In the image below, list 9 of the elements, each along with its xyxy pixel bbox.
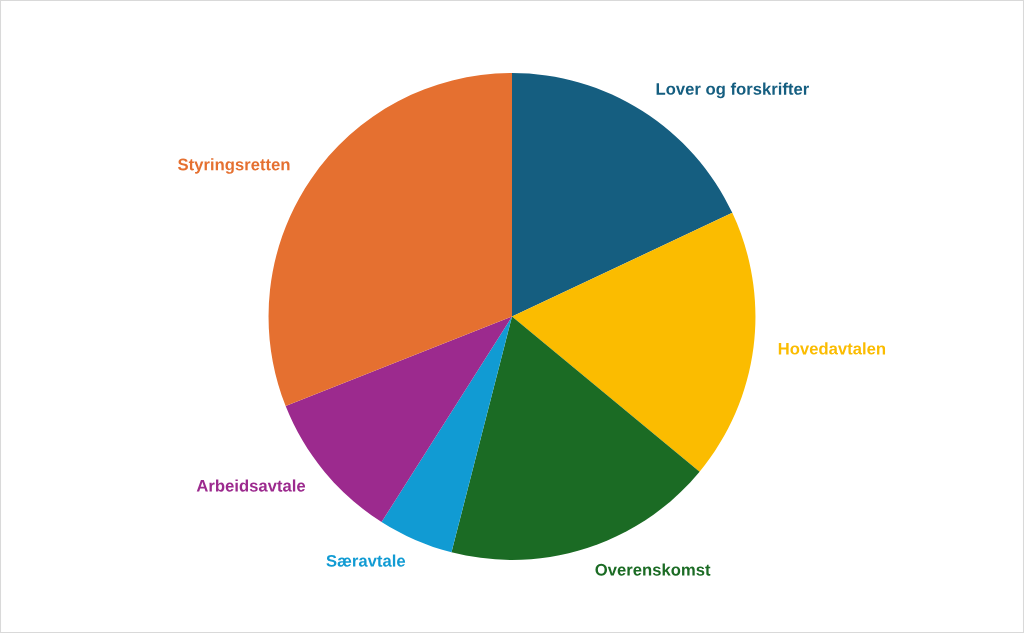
slice-label: Styringsretten	[178, 158, 290, 174]
slice-label: Særavtale	[326, 554, 406, 567]
pie-slice	[512, 212, 756, 472]
slice-label: Hovedavtalen	[778, 342, 886, 355]
pie-slice	[381, 316, 512, 553]
slice-label: Overenskomst	[595, 563, 711, 576]
slice-label: Arbeidsavtale	[196, 479, 306, 492]
slice-label: Lover og forskrifter	[656, 82, 809, 99]
pie-slice	[451, 316, 700, 560]
